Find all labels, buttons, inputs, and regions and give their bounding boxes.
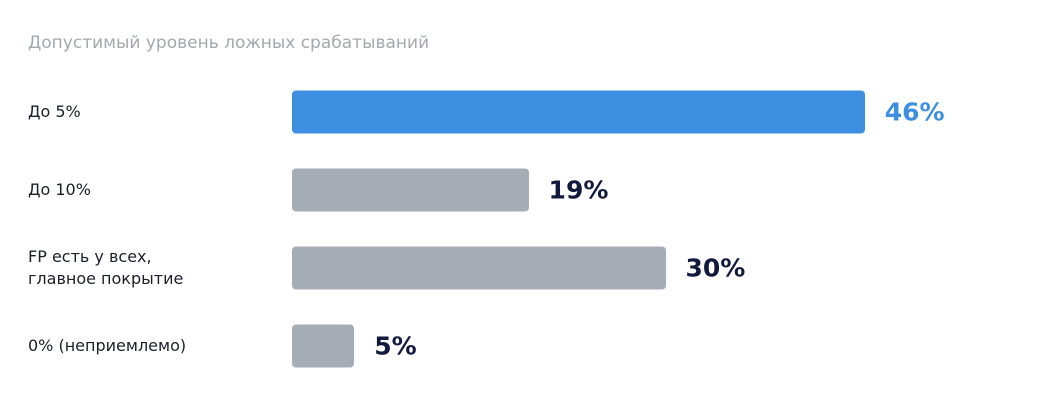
chart-title: Допустимый уровень ложных срабатываний [28, 33, 430, 53]
value-label: 19% [548, 175, 609, 205]
bar [292, 90, 865, 134]
category-label: FP есть у всех, главное покрытие [28, 247, 184, 288]
bar [292, 168, 529, 212]
category-label: 0% (неприемлемо) [28, 336, 187, 355]
value-label: 46% [884, 97, 945, 127]
value-label: 30% [685, 253, 746, 283]
category-label: До 10% [28, 180, 91, 199]
bar [292, 324, 355, 368]
category-label: До 5% [28, 102, 81, 121]
value-label: 5% [374, 331, 417, 361]
bar [292, 246, 666, 290]
